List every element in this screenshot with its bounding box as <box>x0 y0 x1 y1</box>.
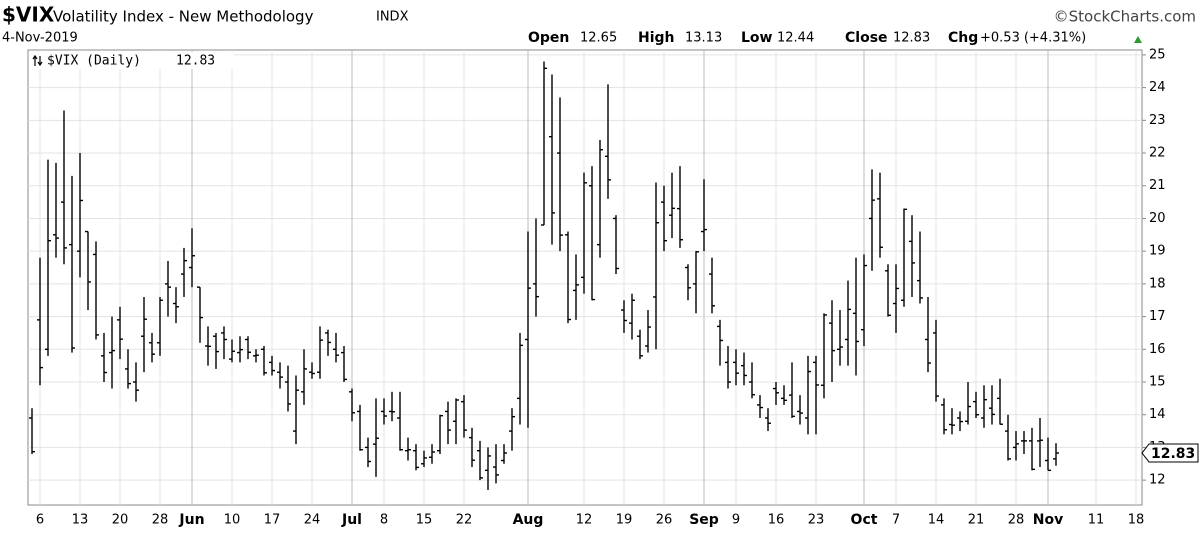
x-tick-label: 7 <box>892 513 900 528</box>
y-tick-label: 15 <box>1149 375 1166 390</box>
x-tick-label: 21 <box>968 513 985 528</box>
x-tick-label: 10 <box>224 513 241 528</box>
x-tick-label: Jul <box>341 512 362 528</box>
x-tick-label: Oct <box>851 512 878 528</box>
y-tick-label: 18 <box>1149 276 1166 291</box>
legend-value: 12.83 <box>176 54 215 69</box>
legend-box <box>30 52 234 69</box>
y-tick-label: 24 <box>1149 80 1166 95</box>
tag-shape <box>1141 443 1199 463</box>
grid <box>28 50 1142 505</box>
x-tick-label: Nov <box>1033 512 1063 528</box>
x-tick-label: 23 <box>808 513 825 528</box>
tag-value: 12.83 <box>1151 446 1195 462</box>
legend-icon <box>32 54 43 67</box>
stats-bar: Open 12.65 High 13.13 Low 12.44 Close 12.83 Chg +… <box>528 30 1142 46</box>
exchange: INDX <box>376 10 409 25</box>
bars <box>29 61 1059 490</box>
x-tick-label: Aug <box>513 512 544 528</box>
change-label: Chg <box>948 30 978 46</box>
x-tick-label: 22 <box>456 513 473 528</box>
x-tick-label: 13 <box>72 513 89 528</box>
stat-value: 13.13 <box>685 31 722 46</box>
y-tick-label: 19 <box>1149 244 1166 259</box>
x-tick-label: 11 <box>1088 513 1105 528</box>
plot-frame <box>27 49 1143 506</box>
stat-label: High <box>638 30 675 46</box>
stat-value: 12.44 <box>777 31 814 46</box>
x-tick-label: 26 <box>656 513 673 528</box>
symbol: $VIX <box>2 3 55 27</box>
plot-area <box>27 49 1143 506</box>
y-tick-label: 25 <box>1149 47 1166 62</box>
x-tick-label: 28 <box>152 513 169 528</box>
x-tick-label: 17 <box>264 513 281 528</box>
watermark: ©StockCharts.com <box>1054 8 1196 26</box>
y-tick-label: 20 <box>1149 211 1166 226</box>
y-tick-label: 17 <box>1149 309 1166 324</box>
x-tick-label: 12 <box>576 513 593 528</box>
x-tick-label: 8 <box>380 513 388 528</box>
x-tick-label: 15 <box>416 513 433 528</box>
legend-label: $VIX (Daily) <box>47 54 141 69</box>
legend: $VIX (Daily) 12.83 <box>30 52 234 69</box>
change-value: +0.53 <box>980 31 1020 46</box>
stat-label: Close <box>845 30 888 46</box>
x-tick-label: 19 <box>616 513 633 528</box>
y-tick-label: 14 <box>1149 407 1166 422</box>
up-arrow <box>1134 36 1142 43</box>
x-tick-label: 9 <box>732 513 740 528</box>
date: 4-Nov-2019 <box>2 31 78 46</box>
axes: 12131415161718192021222324256132028Jun10… <box>36 47 1166 528</box>
x-tick-label: 18 <box>1128 513 1145 528</box>
x-tick-label: 24 <box>304 513 321 528</box>
last-price-tag: 12.83 <box>1141 443 1199 463</box>
y-tick-label: 21 <box>1149 178 1166 193</box>
y-tick-label: 12 <box>1149 473 1166 488</box>
y-tick-label: 22 <box>1149 146 1166 161</box>
x-tick-label: 6 <box>36 513 44 528</box>
change-percent: (+4.31%) <box>1024 31 1086 46</box>
stat-value: 12.83 <box>893 31 930 46</box>
y-tick-label: 23 <box>1149 113 1166 128</box>
x-tick-label: 28 <box>1008 513 1025 528</box>
stat-value: 12.65 <box>580 31 617 46</box>
y-tick-label: 16 <box>1149 342 1166 357</box>
x-tick-label: Jun <box>178 512 204 528</box>
stat-label: Low <box>741 30 773 46</box>
x-tick-label: 14 <box>928 513 945 528</box>
stat-label: Open <box>528 30 569 46</box>
x-tick-label: 16 <box>768 513 785 528</box>
x-tick-label: Sep <box>689 512 719 528</box>
x-tick-label: 20 <box>112 513 129 528</box>
security-name: Volatility Index - New Methodology <box>53 8 314 26</box>
